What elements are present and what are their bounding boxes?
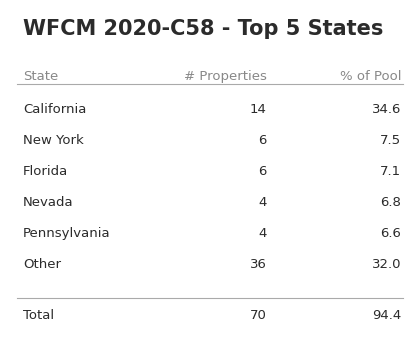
Text: 6: 6: [258, 165, 267, 178]
Text: 6: 6: [258, 134, 267, 147]
Text: 6.6: 6.6: [380, 227, 401, 240]
Text: WFCM 2020-C58 - Top 5 States: WFCM 2020-C58 - Top 5 States: [23, 19, 383, 38]
Text: 7.5: 7.5: [380, 134, 401, 147]
Text: 14: 14: [250, 103, 267, 116]
Text: 94.4: 94.4: [372, 309, 401, 321]
Text: New York: New York: [23, 134, 84, 147]
Text: 7.1: 7.1: [380, 165, 401, 178]
Text: # Properties: # Properties: [184, 69, 267, 83]
Text: 70: 70: [250, 309, 267, 321]
Text: Florida: Florida: [23, 165, 68, 178]
Text: Total: Total: [23, 309, 54, 321]
Text: 4: 4: [258, 196, 267, 209]
Text: Other: Other: [23, 258, 61, 271]
Text: State: State: [23, 69, 58, 83]
Text: 34.6: 34.6: [372, 103, 401, 116]
Text: 36: 36: [250, 258, 267, 271]
Text: Nevada: Nevada: [23, 196, 74, 209]
Text: Pennsylvania: Pennsylvania: [23, 227, 111, 240]
Text: 32.0: 32.0: [372, 258, 401, 271]
Text: 4: 4: [258, 227, 267, 240]
Text: 6.8: 6.8: [380, 196, 401, 209]
Text: California: California: [23, 103, 87, 116]
Text: % of Pool: % of Pool: [340, 69, 401, 83]
